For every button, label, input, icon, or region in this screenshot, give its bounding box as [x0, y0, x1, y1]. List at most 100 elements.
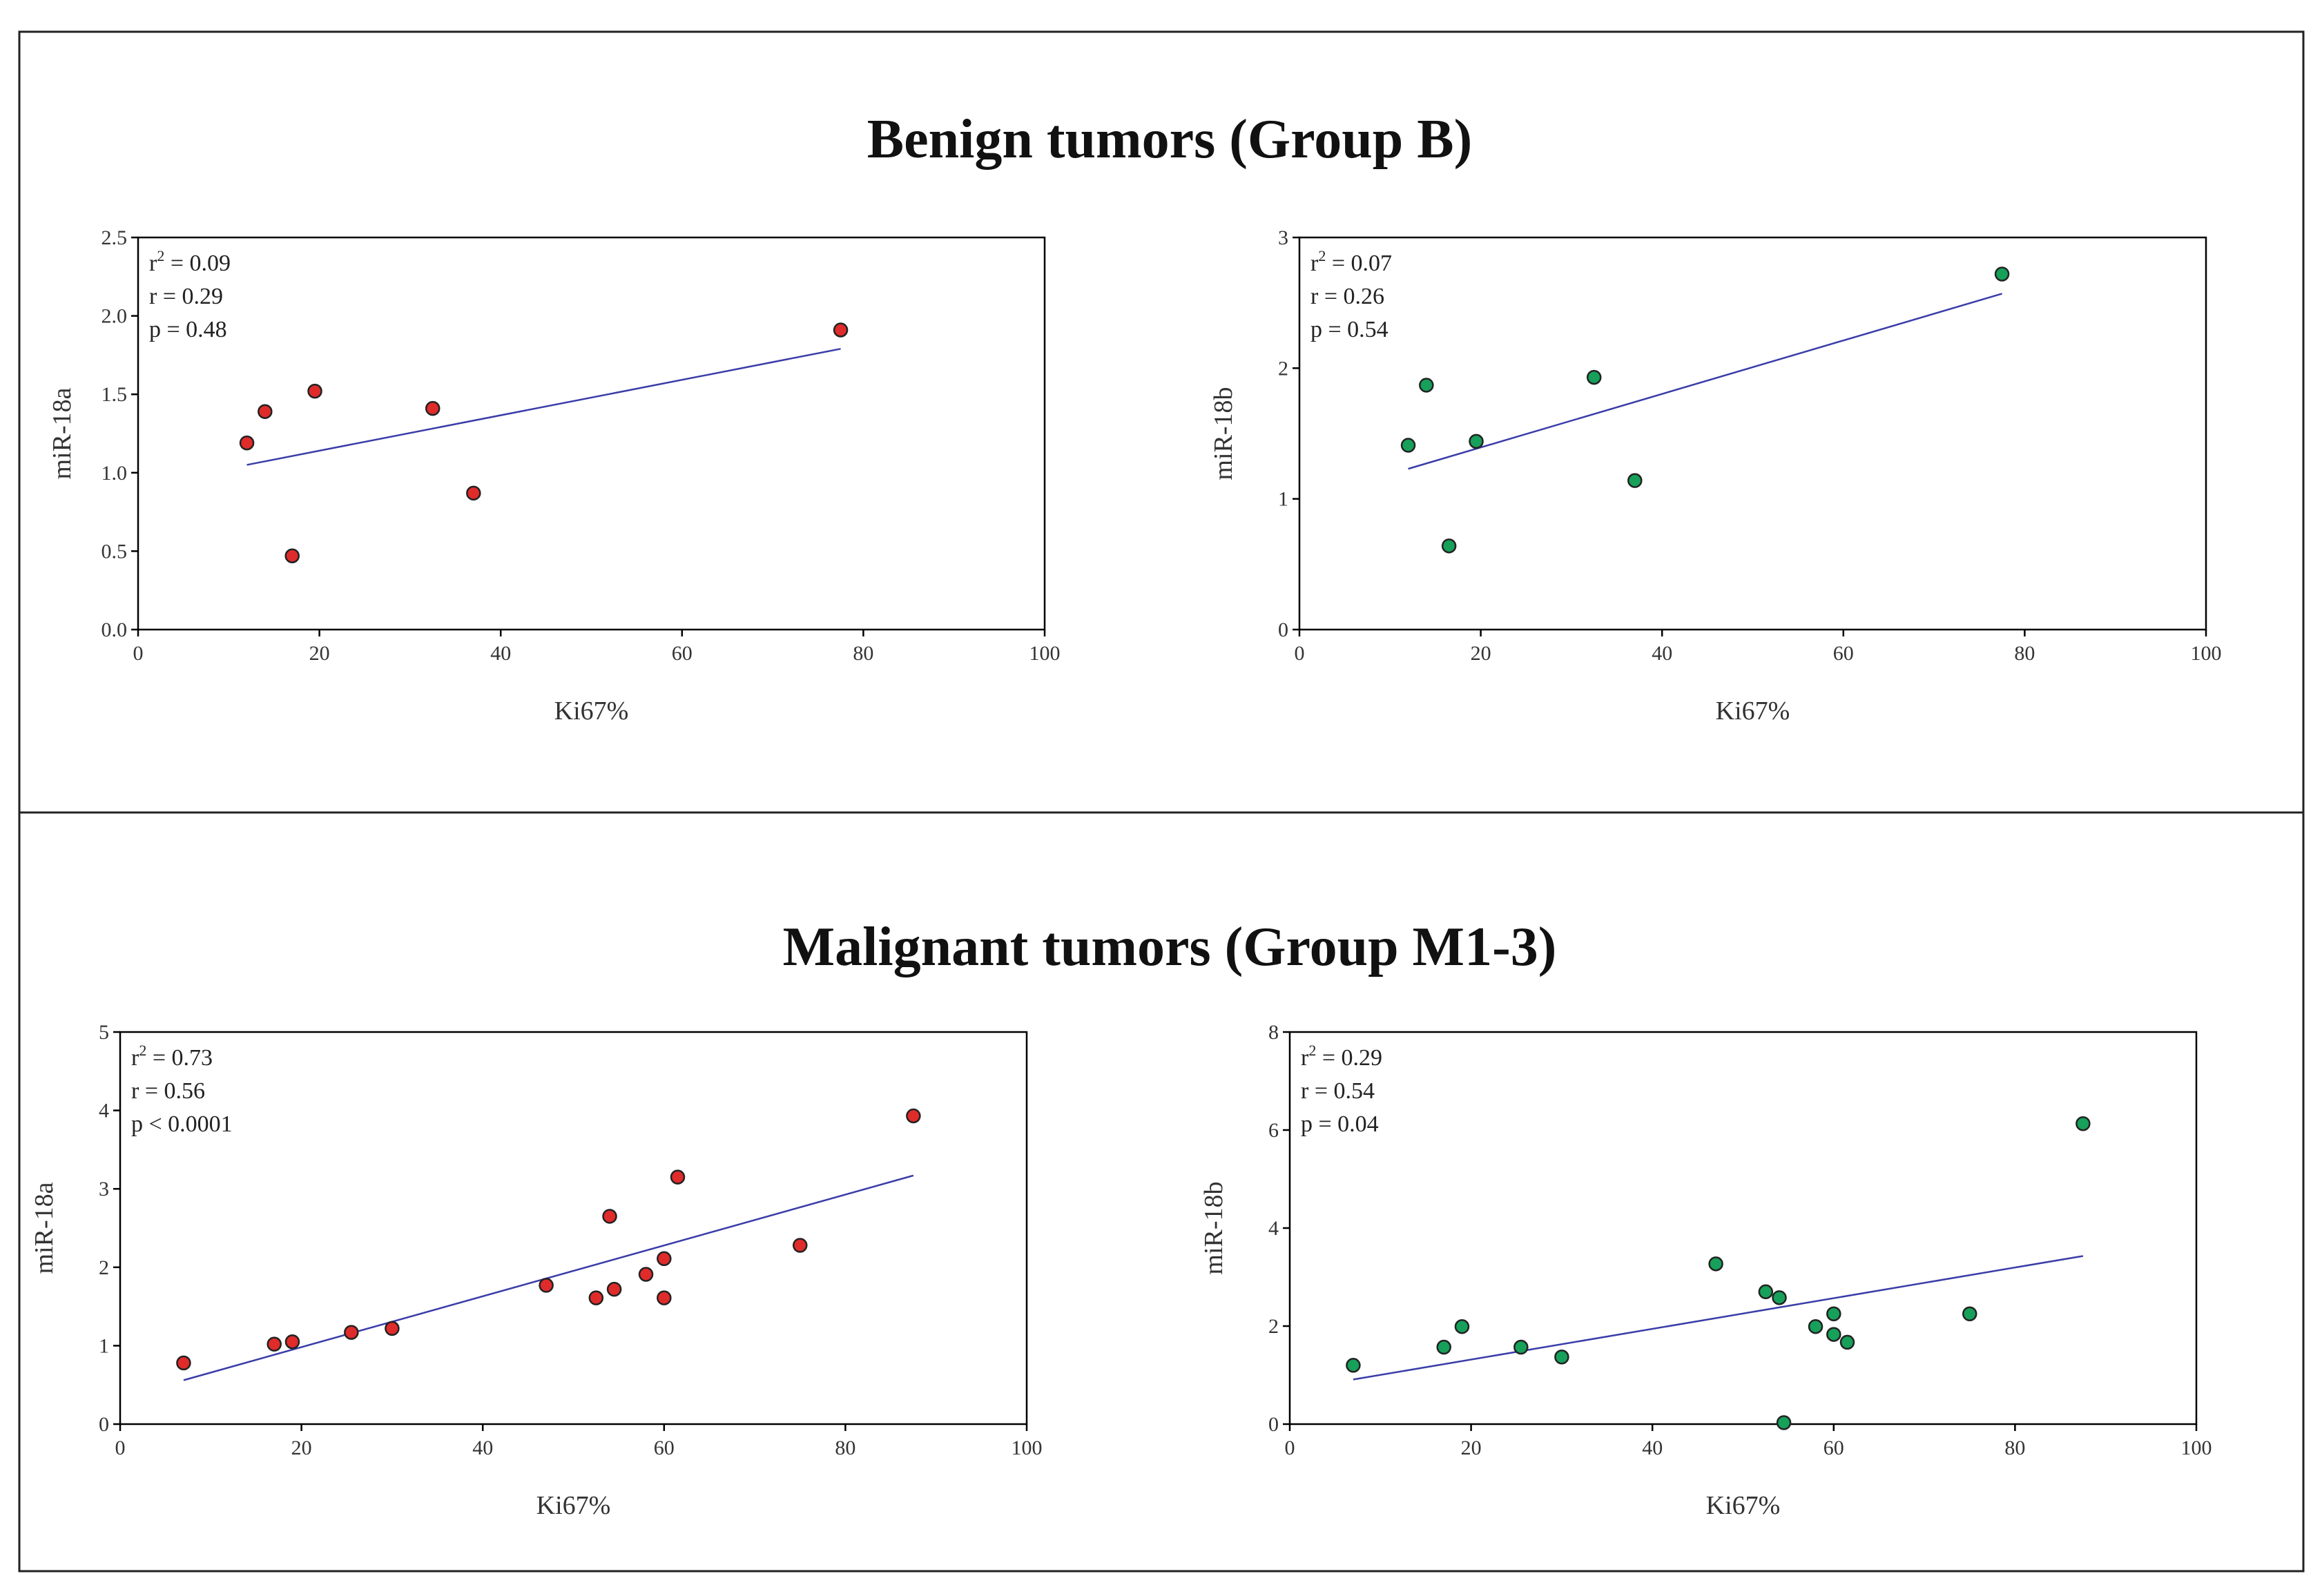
y-axis-title: miR-18b	[1199, 1181, 1228, 1274]
data-point	[588, 1290, 604, 1305]
x-tick-label: 20	[1471, 642, 1491, 665]
x-tick-label: 40	[490, 642, 511, 665]
x-tick-label: 0	[133, 642, 144, 665]
data-point	[606, 1281, 622, 1297]
data-point	[1400, 438, 1416, 453]
data-point	[1826, 1306, 1841, 1321]
data-point	[1994, 266, 2010, 282]
y-axis-title: miR-18a	[30, 1182, 59, 1274]
data-point	[176, 1355, 191, 1371]
data-point	[284, 548, 300, 563]
data-point	[793, 1238, 808, 1253]
y-tick-label: 3	[99, 1178, 109, 1200]
y-axis-title: miR-18b	[1209, 387, 1238, 480]
y-tick-label: 2.5	[101, 226, 128, 249]
stat-p: p = 0.04	[1301, 1111, 1379, 1137]
data-point	[1962, 1306, 1977, 1321]
data-point	[1441, 538, 1457, 554]
data-point	[657, 1290, 672, 1305]
regression-line	[1353, 1255, 2084, 1381]
data-point	[344, 1325, 359, 1340]
x-tick-label: 100	[1029, 642, 1061, 665]
regression-line	[1408, 293, 2002, 470]
plot-area-border	[119, 1031, 1028, 1425]
y-tick-label: 4	[99, 1100, 109, 1122]
data-point	[307, 383, 322, 399]
x-tick-label: 0	[1295, 642, 1305, 665]
data-point	[657, 1251, 672, 1267]
stat-r-squared: r2 = 0.09	[149, 247, 231, 276]
stat-r: r = 0.26	[1310, 284, 1384, 309]
regression-line	[183, 1174, 914, 1381]
stat-r: r = 0.29	[149, 284, 223, 309]
y-tick-label: 0.5	[101, 540, 128, 563]
data-point	[385, 1321, 400, 1336]
regression-line	[246, 348, 841, 466]
x-tick-label: 60	[654, 1437, 675, 1459]
charts: 0 20 40 60 80 1000.00.51.01.52.02.5Ki67%miR-1…	[30, 226, 2222, 1520]
y-axis-title: miR-18a	[48, 387, 77, 479]
plot-area-border	[1298, 236, 2207, 631]
data-point	[466, 485, 481, 501]
y-tick-label: 5	[99, 1021, 109, 1044]
data-point	[1554, 1349, 1569, 1365]
y-tick-label: 2	[1268, 1315, 1279, 1338]
data-point	[638, 1267, 654, 1282]
data-point	[1826, 1327, 1841, 1342]
data-point	[1469, 434, 1484, 449]
y-tick-label: 1.0	[101, 462, 128, 485]
scatter-chart-3: 0 20 40 60 80 100 0 1 2 3 4 5 Ki67% miR-18a r2 = 0.73 r…	[30, 1021, 1043, 1520]
data-point	[1776, 1415, 1792, 1430]
data-point	[1708, 1256, 1723, 1272]
data-point	[1454, 1318, 1470, 1334]
scatter-chart-4: 0 20 40 60 80 100 0 2 4 6 8 Ki67% miR-18b r2 = 0.29 r …	[1199, 1021, 2212, 1520]
x-tick-label: 0	[115, 1437, 126, 1459]
x-tick-label: 40	[472, 1437, 493, 1459]
data-point	[2076, 1116, 2091, 1131]
data-point	[1346, 1358, 1361, 1373]
plot-area-border	[137, 236, 1046, 631]
stat-r: r = 0.54	[1301, 1078, 1375, 1104]
x-axis-title: Ki67%	[1706, 1491, 1781, 1520]
data-point	[906, 1108, 921, 1124]
x-axis-title: Ki67%	[1716, 697, 1790, 726]
scatter-chart-1: 0 20 40 60 80 100 0.0 0.5 1.0 1.5 2.0 2.5 Ki67% miR-1…	[48, 226, 1061, 726]
stat-r-squared: r2 = 0.07	[1310, 247, 1392, 276]
x-tick-label: 20	[291, 1437, 312, 1459]
x-tick-label: 40	[1642, 1437, 1663, 1459]
y-tick-label: 3	[1278, 226, 1288, 249]
x-tick-label: 40	[1652, 642, 1672, 665]
y-tick-label: 0	[99, 1413, 109, 1436]
stat-p: p < 0.0001	[131, 1111, 233, 1137]
y-tick-label: 6	[1268, 1119, 1279, 1142]
x-tick-label: 100	[1012, 1437, 1043, 1459]
stat-p: p = 0.48	[149, 317, 227, 342]
x-tick-label: 100	[2191, 642, 2222, 665]
data-point	[1808, 1318, 1823, 1334]
data-point	[258, 404, 273, 419]
data-point	[1772, 1290, 1787, 1305]
y-tick-label: 0	[1278, 619, 1288, 641]
x-tick-label: 20	[1461, 1437, 1482, 1459]
data-point	[1513, 1339, 1529, 1355]
data-point	[284, 1334, 300, 1350]
y-tick-label: 4	[1268, 1217, 1279, 1240]
x-tick-label: 20	[309, 642, 330, 665]
x-tick-label: 0	[1285, 1437, 1295, 1459]
data-point	[539, 1278, 554, 1293]
x-axis-title: Ki67%	[554, 697, 629, 726]
y-tick-label: 1.5	[101, 383, 128, 406]
x-tick-label: 80	[835, 1437, 855, 1459]
x-tick-label: 80	[2004, 1437, 2025, 1459]
stat-p: p = 0.54	[1310, 317, 1389, 342]
y-tick-label: 2	[99, 1256, 109, 1279]
data-point	[239, 435, 255, 451]
x-tick-label: 80	[853, 642, 873, 665]
y-tick-label: 1	[1278, 488, 1288, 511]
data-point	[1586, 369, 1602, 385]
figure-frame	[18, 30, 2305, 1573]
data-point	[1436, 1339, 1451, 1355]
data-point	[1627, 473, 1643, 488]
y-tick-label: 2.0	[101, 305, 128, 328]
